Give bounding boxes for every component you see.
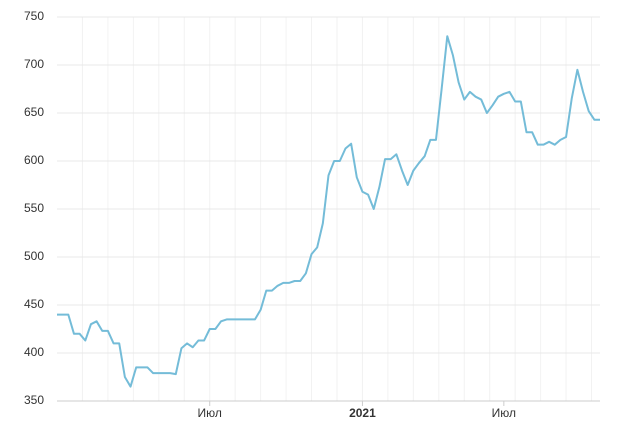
line-series (57, 35, 600, 388)
y-tick-label: 750 (24, 9, 44, 23)
y-tick-label: 500 (24, 249, 44, 263)
y-tick-label: 450 (24, 297, 44, 311)
y-tick-label: 600 (24, 153, 44, 167)
x-tick-label: 2021 (349, 406, 376, 420)
x-tick-label: Июл (492, 406, 516, 420)
y-tick-label: 350 (24, 393, 44, 407)
y-tick-label: 700 (24, 57, 44, 71)
y-tick-label: 650 (24, 105, 44, 119)
y-tick-label: 550 (24, 201, 44, 215)
x-tick-label: Июл (198, 406, 222, 420)
y-tick-label: 400 (24, 345, 44, 359)
